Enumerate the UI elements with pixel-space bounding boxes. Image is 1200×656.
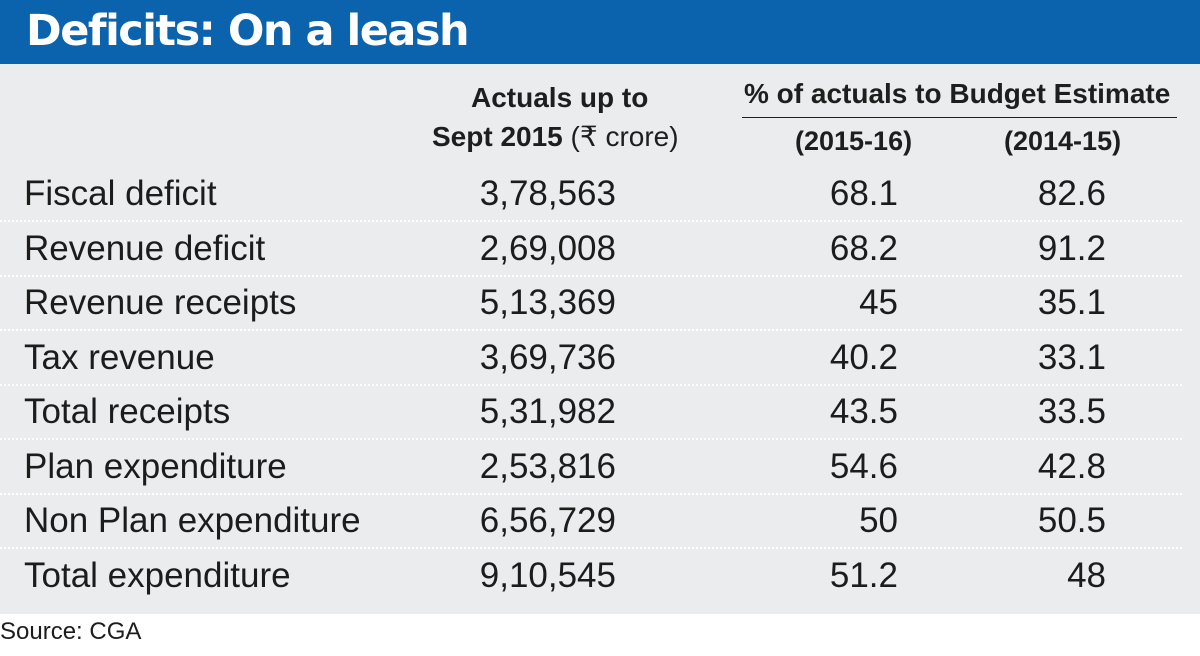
header-actuals-line1: Actuals up to [471,82,649,113]
row-label: Non Plan expenditure [24,501,361,540]
pct-2015-16-value: 43.5 [829,392,898,431]
table-row: Revenue receipts 5,13,369 45 35.1 [0,277,1200,331]
pct-2014-15-value: 82.6 [1037,174,1106,213]
table-panel [0,64,1200,614]
header-actuals-line2: Sept 2015 (₹ crore) [432,120,679,153]
table-row: Total receipts 5,31,982 43.5 33.5 [0,386,1200,440]
table-row: Plan expenditure 2,53,816 54.6 42.8 [0,441,1200,495]
pct-2014-15-value: 33.1 [1037,337,1106,377]
header-actuals-period: Sept 2015 [432,121,563,152]
pct-2014-15-value: 50.5 [1037,501,1106,540]
pct-2014-15-value: 42.8 [1037,446,1106,486]
pct-2015-16-value: 40.2 [829,337,898,377]
row-separator [0,383,1182,386]
header-group-rule [742,117,1177,118]
pct-2015-16-value: 50 [859,501,898,540]
actual-value: 3,78,563 [479,174,616,213]
row-separator [0,492,1182,495]
actual-value: 2,53,816 [479,446,616,486]
row-label: Total receipts [24,392,231,431]
header-col-2015-16: (2015-16) [795,126,913,156]
pct-2014-15-value: 33.5 [1037,392,1106,431]
row-separator [0,547,1182,549]
source-note: Source: CGA [0,618,142,645]
actual-value: 5,13,369 [479,283,616,322]
header-pct-group: % of actuals to Budget Estimate [744,78,1171,109]
row-separator [0,220,1182,222]
pct-2014-15-value: 48 [1067,555,1106,595]
pct-2014-15-value: 91.2 [1037,228,1106,268]
actual-value: 2,69,008 [479,228,616,268]
header-col-2014-15: (2014-15) [1004,126,1122,156]
row-separator [0,274,1182,277]
table-row: Fiscal deficit 3,78,563 68.1 82.6 [0,168,1200,222]
actual-value: 3,69,736 [479,337,616,377]
row-label: Revenue deficit [24,228,266,268]
actual-value: 9,10,545 [479,555,616,595]
row-label: Plan expenditure [24,446,287,486]
chart-title: Deficits: On a leash [26,6,470,56]
table-row: Tax revenue 3,69,736 40.2 33.1 [0,332,1200,386]
pct-2015-16-value: 51.2 [829,555,898,595]
header-actuals-unit: (₹ crore) [570,121,679,152]
pct-2015-16-value: 54.6 [829,446,898,486]
row-label: Total expenditure [24,555,291,595]
pct-2014-15-value: 35.1 [1037,283,1106,322]
table-row: Total expenditure 9,10,545 51.2 48 [0,550,1200,604]
row-separator [0,329,1182,331]
pct-2015-16-value: 68.2 [829,228,898,268]
pct-2015-16-value: 68.1 [829,174,898,213]
pct-2015-16-value: 45 [859,283,898,322]
row-label: Revenue receipts [24,283,297,322]
table-row: Revenue deficit 2,69,008 68.2 91.2 [0,223,1200,277]
row-label: Tax revenue [24,337,215,377]
actual-value: 6,56,729 [479,501,616,540]
title-banner: Deficits: On a leash [0,0,1200,64]
actual-value: 5,31,982 [479,392,616,431]
table-row: Non Plan expenditure 6,56,729 50 50.5 [0,495,1200,549]
row-separator [0,438,1182,440]
row-label: Fiscal deficit [24,174,217,213]
